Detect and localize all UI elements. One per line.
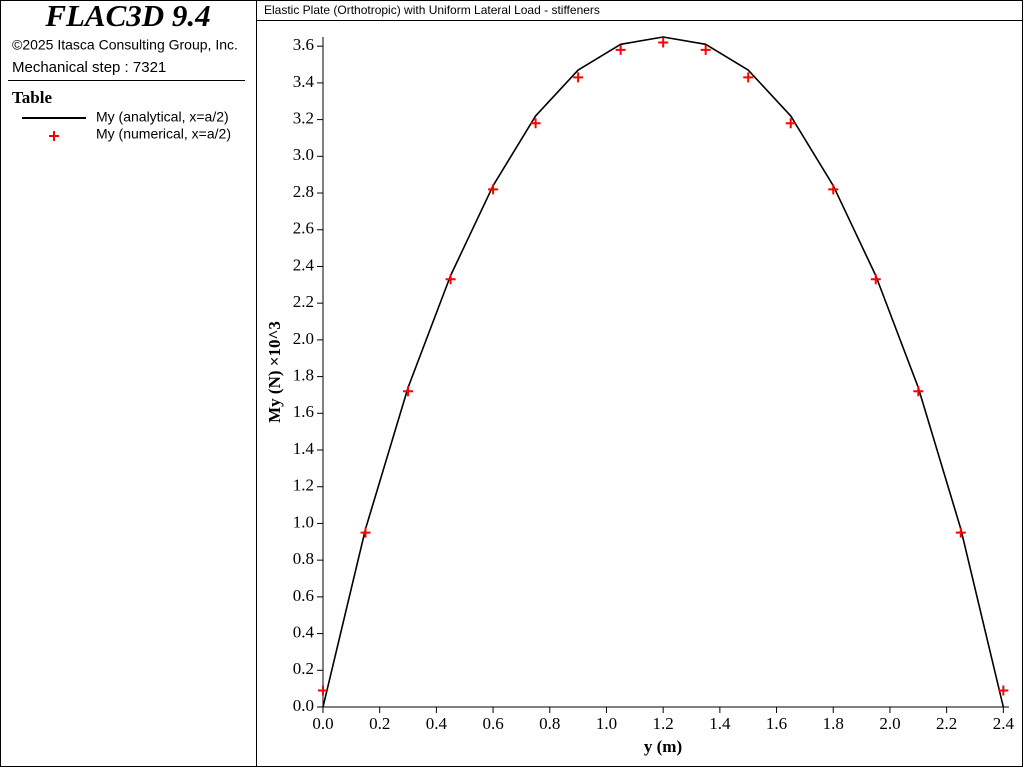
x-tick-label: 1.8 bbox=[823, 714, 844, 733]
marker bbox=[573, 72, 584, 83]
copyright: ©2025 Itasca Consulting Group, Inc. bbox=[12, 37, 238, 53]
y-tick-label: 1.4 bbox=[293, 439, 315, 458]
marker bbox=[318, 685, 328, 696]
y-tick-label: 0.4 bbox=[293, 622, 315, 641]
marker bbox=[955, 527, 966, 538]
x-tick-label: 0.0 bbox=[312, 714, 333, 733]
y-tick-label: 2.8 bbox=[293, 182, 314, 201]
marker bbox=[445, 274, 456, 285]
x-tick-label: 2.4 bbox=[993, 714, 1015, 733]
y-tick-label: 1.0 bbox=[293, 512, 314, 531]
marker bbox=[403, 386, 414, 397]
y-tick-label: 3.2 bbox=[293, 109, 314, 128]
marker bbox=[743, 72, 754, 83]
y-tick-label: 3.0 bbox=[293, 145, 314, 164]
legend-title: Table bbox=[12, 88, 52, 107]
line bbox=[322, 36, 1005, 708]
x-tick-label: 2.2 bbox=[936, 714, 957, 733]
y-tick-label: 2.4 bbox=[293, 255, 315, 274]
marker bbox=[530, 118, 541, 129]
marker bbox=[998, 685, 1009, 696]
product: FLAC3D 9.4 bbox=[44, 0, 210, 33]
y-tick-label: 3.4 bbox=[293, 72, 315, 91]
x-tick-label: 1.0 bbox=[596, 714, 617, 733]
y-tick-label: 0.0 bbox=[293, 696, 314, 715]
y-tick-label: 2.0 bbox=[293, 329, 314, 348]
x-axis-label: y (m) bbox=[644, 737, 682, 756]
marker bbox=[488, 184, 499, 195]
y-tick-label: 1.8 bbox=[293, 365, 314, 384]
legend-marker bbox=[49, 131, 59, 141]
chart-title: Elastic Plate (Orthotropic) with Uniform… bbox=[264, 3, 600, 17]
x-tick-label: 0.2 bbox=[369, 714, 390, 733]
y-axis-label: My (N) ×10^3 bbox=[265, 321, 284, 423]
y-tick-label: 0.6 bbox=[293, 586, 314, 605]
x-tick-label: 2.0 bbox=[879, 714, 900, 733]
y-tick-label: 2.6 bbox=[293, 219, 314, 238]
legend-label: My (analytical, x=a/2) bbox=[96, 109, 229, 125]
marker bbox=[700, 44, 711, 55]
marker bbox=[360, 527, 371, 538]
y-tick-label: 2.2 bbox=[293, 292, 314, 311]
marker bbox=[785, 118, 796, 129]
x-tick-label: 0.6 bbox=[482, 714, 503, 733]
legend-label: My (numerical, x=a/2) bbox=[96, 126, 231, 142]
x-tick-label: 1.6 bbox=[766, 714, 787, 733]
y-tick-label: 0.2 bbox=[293, 659, 314, 678]
marker bbox=[615, 44, 626, 55]
y-tick-label: 1.2 bbox=[293, 476, 314, 495]
x-tick-label: 1.4 bbox=[709, 714, 731, 733]
y-tick-label: 1.6 bbox=[293, 402, 314, 421]
marker bbox=[828, 184, 839, 195]
y-tick-label: 0.8 bbox=[293, 549, 314, 568]
y-tick-label: 3.6 bbox=[293, 35, 314, 54]
x-tick-label: 0.8 bbox=[539, 714, 560, 733]
x-tick-label: 0.4 bbox=[426, 714, 448, 733]
x-tick-label: 1.2 bbox=[653, 714, 674, 733]
marker bbox=[658, 37, 669, 48]
marker bbox=[870, 274, 881, 285]
step: Mechanical step : 7321 bbox=[12, 59, 166, 76]
marker bbox=[913, 386, 924, 397]
